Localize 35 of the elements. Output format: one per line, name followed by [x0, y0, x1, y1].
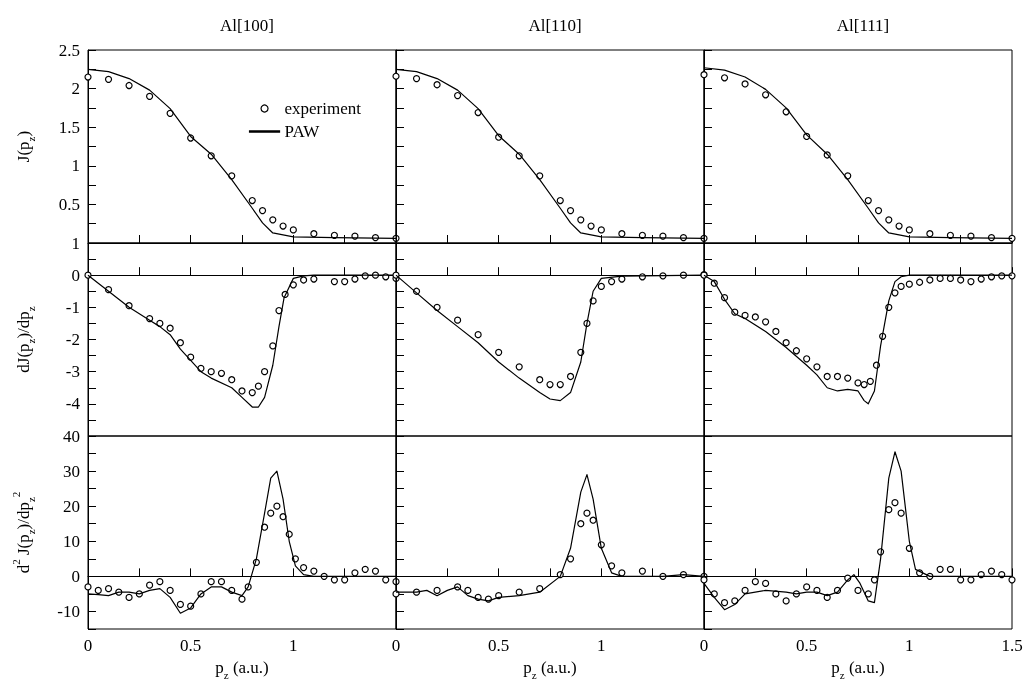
y-tick-label: 2	[71, 79, 80, 99]
y-tick-label: 10	[63, 531, 80, 551]
y-tick-label: 1	[71, 233, 80, 253]
y-tick-label: 1.5	[58, 117, 80, 137]
y-tick-label: 20	[63, 496, 80, 516]
chart-title: Al[111]	[836, 16, 890, 35]
x-tick-label: 0	[83, 636, 93, 655]
x-tick-label: 0.5	[180, 636, 202, 655]
x-tick-label: 1	[597, 636, 606, 655]
x-tick-label: 1	[289, 636, 298, 655]
x-tick-label: 1	[905, 636, 914, 655]
y-axis-title: dJ(pz)/dpz	[13, 306, 37, 373]
y-tick-label: -10	[57, 601, 80, 621]
legend-label: experiment	[284, 99, 362, 118]
x-tick-label: 0	[391, 636, 401, 655]
y-tick-label: 30	[63, 461, 80, 481]
chart-title: Al[110]	[528, 16, 582, 35]
y-tick-label: -3	[65, 362, 80, 382]
x-tick-label: 1.5	[1001, 636, 1023, 655]
y-tick-label: 40	[63, 426, 80, 446]
x-tick-label: 0	[699, 636, 709, 655]
chart-title: Al[100]	[220, 16, 274, 35]
x-tick-label: 0.5	[488, 636, 510, 655]
y-tick-label: -2	[65, 330, 80, 349]
y-tick-label: 2.5	[58, 40, 80, 60]
y-axis-title: d2 J(pz)/dpz2	[9, 491, 37, 574]
y-tick-label: -4	[65, 394, 81, 414]
legend-label: PAW	[284, 122, 321, 141]
y-tick-label: 0	[71, 265, 80, 285]
y-tick-label: 0.5	[58, 194, 80, 214]
y-tick-label: -1	[65, 297, 80, 317]
y-tick-label: 1	[71, 156, 80, 176]
x-tick-label: 0.5	[796, 636, 818, 655]
y-axis-title: J(pz)	[13, 130, 37, 163]
y-tick-label: 0	[71, 566, 80, 586]
